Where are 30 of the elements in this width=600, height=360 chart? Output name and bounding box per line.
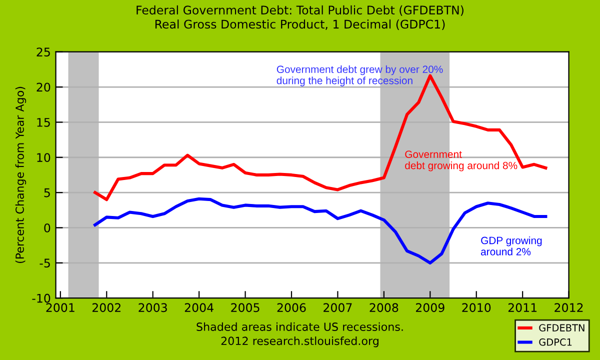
y-tick-label: 15 (37, 118, 50, 127)
x-tick-label: 2011 (508, 303, 537, 312)
x-tick-label: 2008 (370, 303, 398, 312)
annotation: Government debt grew by over 20% during the height of recession (276, 65, 443, 86)
y-tick-label: 25 (36, 48, 50, 56)
y-axis-title: (Percent Change from Year Ago) (15, 86, 26, 263)
chart-title: Federal Government Debt: Total Public Debt (GFDEBTN) Real Gross Domestic Product, 1 Decimal (GDPC1) (136, 5, 464, 30)
y-tick-label: 10 (37, 153, 50, 162)
line-series (94, 197, 548, 264)
annotation: GDP growing around 2% (481, 236, 542, 256)
x-tick-label: 2004 (184, 303, 214, 312)
y-tick-label: 0 (44, 223, 50, 232)
legend-label: GDPC1 (539, 338, 572, 346)
y-tick-label: 20 (36, 82, 50, 92)
x-tick-label: 2009 (416, 303, 444, 312)
text: Shaded areas indicate US recessions. 2012 research.stlouisfed.org (196, 322, 403, 348)
x-tick-label: 2003 (138, 303, 167, 312)
y-tick-label: -10 (32, 294, 50, 303)
y-tick-label: 5 (44, 188, 50, 198)
x-tick-label: 2010 (462, 303, 491, 312)
x-tick-label: 2007 (324, 303, 352, 312)
line-series (94, 74, 548, 202)
x-tick-label: 2002 (92, 303, 120, 312)
x-tick-label: 2006 (277, 303, 306, 312)
y-tick-label: -5 (40, 258, 50, 268)
x-tick-label: 2005 (231, 303, 260, 312)
annotation: Government debt growing around 8% (405, 150, 518, 172)
x-tick-label: 2001 (46, 303, 74, 312)
x-tick-label: 2012 (554, 303, 583, 312)
legend-label: GFDEBTN (539, 324, 584, 332)
